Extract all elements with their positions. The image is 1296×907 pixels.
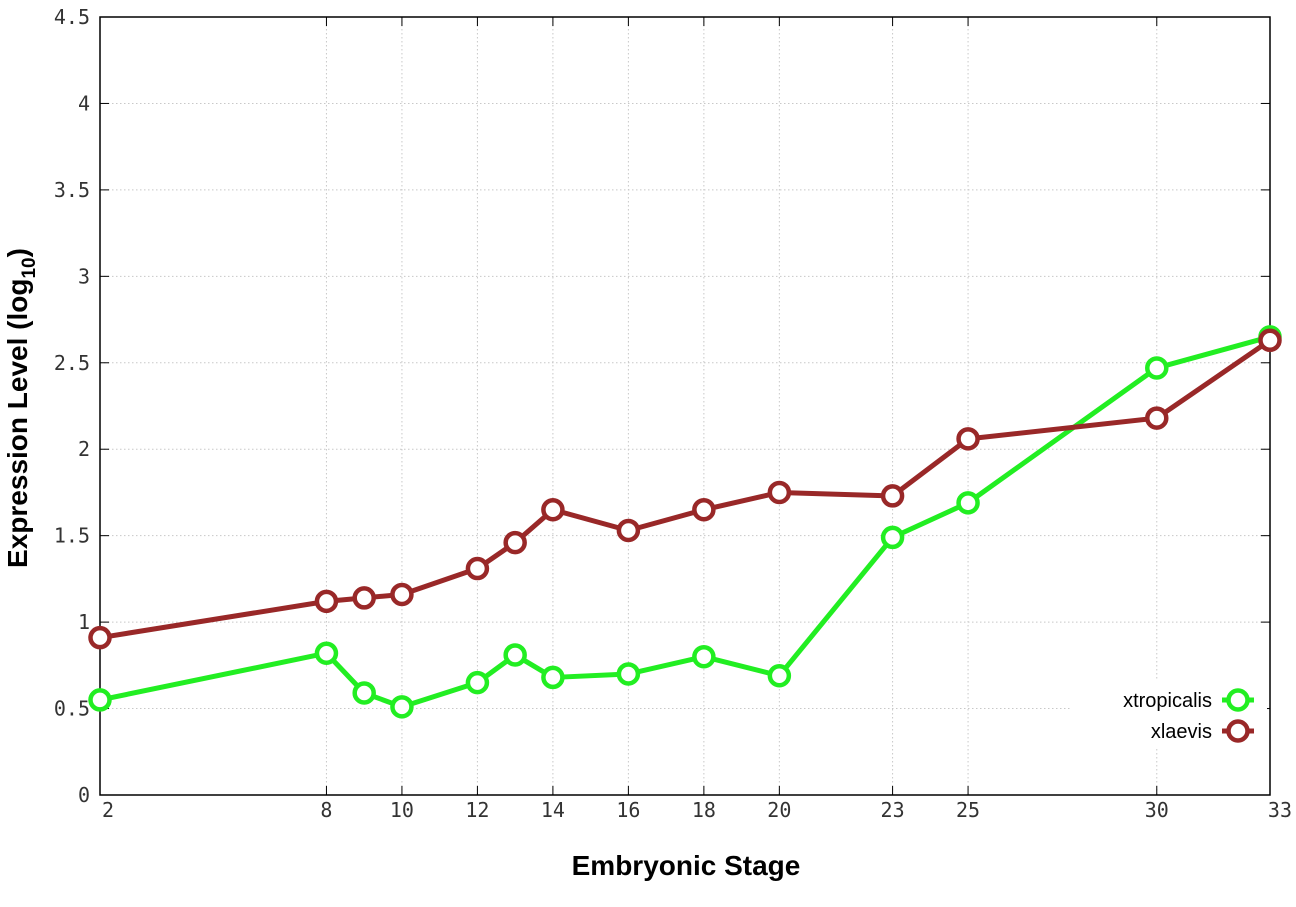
data-point-xtropicalis [503,643,527,667]
x-tick-label: 10 [390,798,414,822]
y-axis-title-subscript: 10 [19,257,40,278]
data-point-xlaevis [880,484,905,508]
y-tick-label: 0.5 [54,697,90,721]
data-point-xtropicalis [692,644,716,669]
y-tick-label: 2 [78,437,90,461]
x-tick-label: 18 [692,798,716,822]
y-axis-title: Expression Level (log10) [2,248,40,568]
series-xtropicalis [88,325,1282,719]
data-point-xlaevis [390,582,414,607]
x-tick-label: 2 [102,798,114,822]
x-tick-label: 33 [1268,798,1292,822]
data-point-xlaevis [88,625,112,650]
data-point-xlaevis [541,497,565,522]
y-axis-title-main: Expression Level (log [2,279,33,568]
legend-marker-xlaevis [1226,719,1250,743]
data-point-xtropicalis [390,695,414,719]
data-point-xlaevis [352,586,376,610]
data-point-xtropicalis [880,525,905,550]
data-point-xtropicalis [465,670,490,695]
data-point-xlaevis [314,589,339,614]
x-tick-label: 20 [767,798,791,822]
grid-lines [100,17,1270,795]
data-point-xtropicalis [352,681,376,705]
y-tick-label: 3.5 [54,178,90,202]
y-tick-label: 0 [78,783,90,807]
data-point-xtropicalis [88,688,112,712]
y-axis-title-close: ) [2,248,33,257]
y-tick-label: 4.5 [54,5,90,29]
data-point-xtropicalis [616,662,641,686]
data-point-xlaevis [956,427,980,451]
data-point-xlaevis [616,518,641,543]
data-point-xtropicalis [1145,356,1169,380]
x-tick-label: 16 [616,798,640,822]
x-tick-label: 8 [320,798,332,822]
x-tick-label: 12 [465,798,489,822]
data-point-xlaevis [503,530,527,555]
series-line-xtropicalis [99,334,1271,710]
series-layer [88,325,1282,719]
legend-label-xtropicalis: xtropicalis [1123,690,1212,712]
x-tick-label: 30 [1145,798,1169,822]
series-line-xlaevis [99,338,1272,641]
y-tick-label: 1.5 [54,524,90,548]
x-tick-label: 14 [541,798,565,822]
data-point-xlaevis [767,480,792,505]
y-axis: 0 0.5 1 1.5 2 2.5 3 3.5 4 4.5 [54,5,1270,807]
data-point-xlaevis [1145,406,1169,430]
data-point-xlaevis [1258,328,1282,353]
data-point-xlaevis [465,556,490,581]
x-axis: 2 8 10 12 14 16 18 20 23 25 30 33 [99,17,1292,822]
x-tick-label: 25 [956,798,980,822]
y-tick-label: 1 [78,610,90,634]
data-point-xtropicalis [956,491,980,515]
data-point-xtropicalis [541,665,565,690]
y-tick-label: 2.5 [54,351,90,375]
legend-label-xlaevis: xlaevis [1151,721,1212,743]
plot-frame [99,16,1271,796]
x-axis-title: Embryonic Stage [572,850,801,881]
legend-marker-xtropicalis [1226,688,1250,712]
series-xlaevis [88,328,1282,650]
y-tick-label: 4 [78,91,90,115]
data-point-xtropicalis [314,641,339,665]
y-tick-label: 3 [78,264,90,288]
x-tick-label: 23 [881,798,905,822]
legend: xtropicalis xlaevis [1072,680,1267,748]
data-point-xlaevis [692,497,716,522]
data-point-xtropicalis [767,663,792,688]
